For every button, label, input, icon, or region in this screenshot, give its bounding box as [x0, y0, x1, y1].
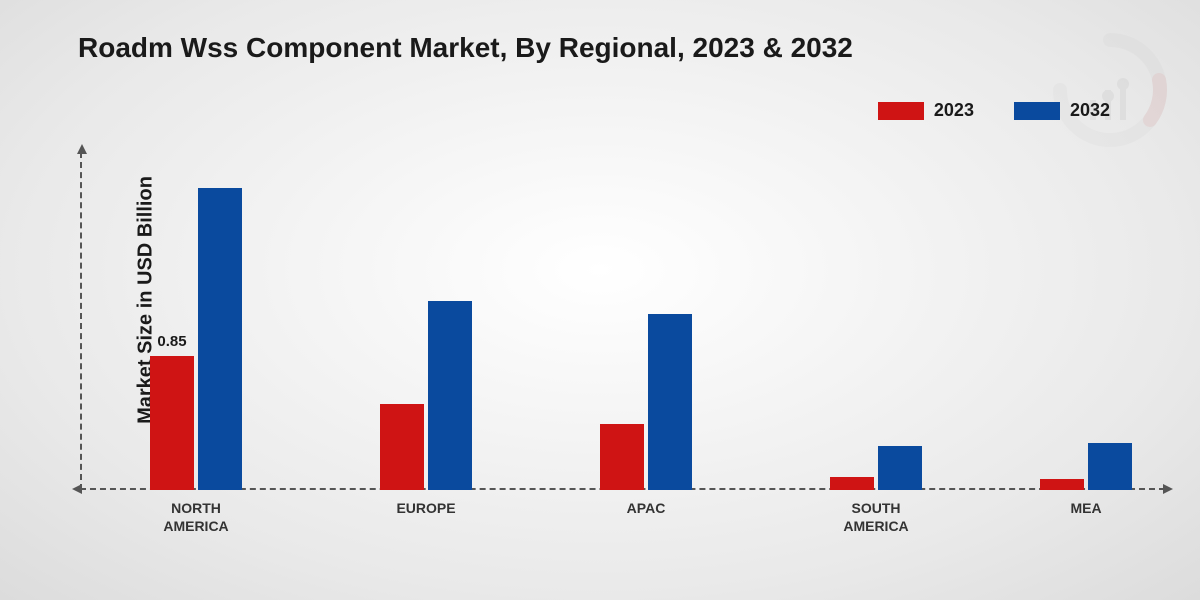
legend-swatch — [878, 102, 924, 120]
legend-label: 2023 — [934, 100, 974, 121]
bar — [1040, 479, 1084, 490]
chart-canvas: Roadm Wss Component Market, By Regional,… — [0, 0, 1200, 600]
bar — [830, 477, 874, 490]
category-label: APAC — [627, 500, 666, 518]
bar — [1088, 443, 1132, 490]
bar — [878, 446, 922, 490]
bar — [198, 188, 242, 490]
legend: 2023 2032 — [878, 100, 1110, 121]
y-axis — [80, 152, 82, 490]
legend-swatch — [1014, 102, 1060, 120]
brand-watermark — [1050, 30, 1170, 150]
bar — [648, 314, 692, 490]
bar-value-label: 0.85 — [157, 333, 186, 350]
bar — [380, 404, 424, 490]
category-label: SOUTHAMERICA — [843, 500, 908, 535]
bar — [428, 301, 472, 490]
category-label: NORTHAMERICA — [163, 500, 228, 535]
legend-label: 2032 — [1070, 100, 1110, 121]
bar — [150, 356, 194, 490]
bar — [600, 424, 644, 490]
category-label: EUROPE — [396, 500, 455, 518]
chart-title: Roadm Wss Component Market, By Regional,… — [78, 32, 853, 64]
category-label: MEA — [1070, 500, 1101, 518]
legend-item: 2023 — [878, 100, 974, 121]
plot-area: 0.85NORTHAMERICAEUROPEAPACSOUTHAMERICAME… — [80, 160, 1165, 490]
legend-item: 2032 — [1014, 100, 1110, 121]
